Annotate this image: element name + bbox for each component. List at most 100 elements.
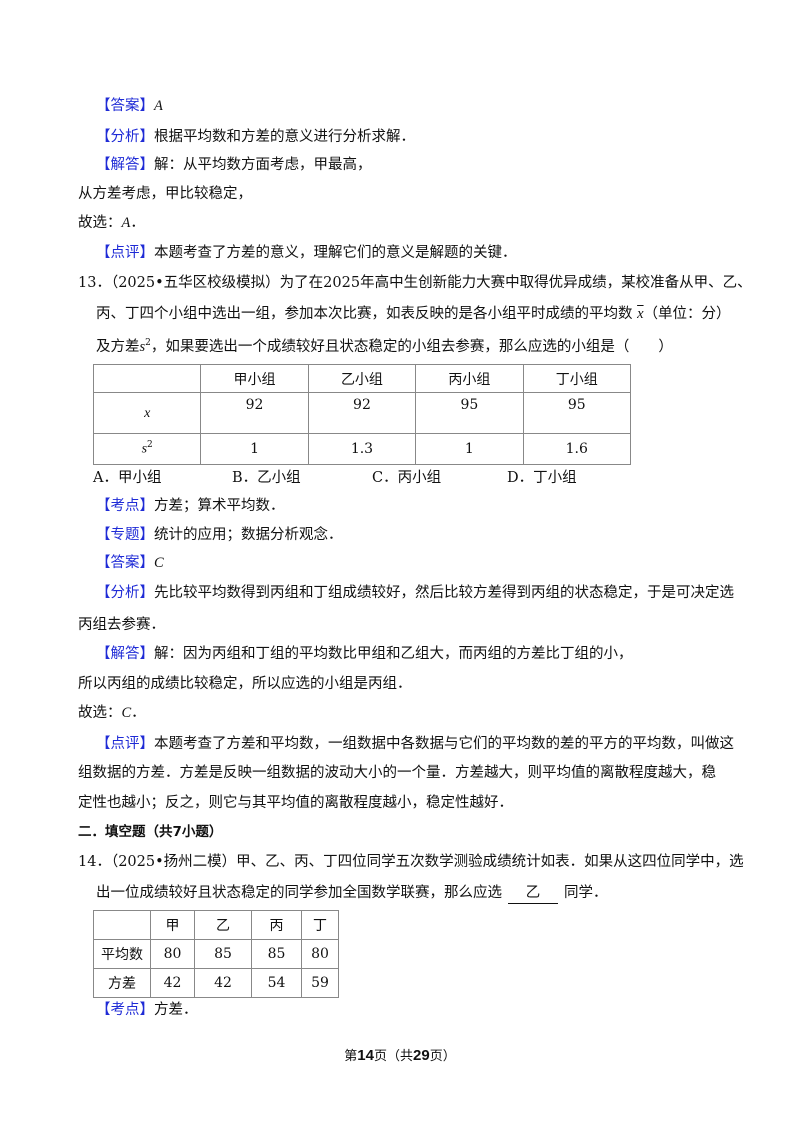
answer-value: C (154, 555, 164, 571)
text: 解：因为丙组和丁组的平均数比甲组和乙组大，而丙组的方差比丁组的小， (154, 646, 633, 662)
cell: 95 (415, 392, 524, 434)
q13-analysis-line: 丙组去参赛． (78, 617, 165, 633)
table-row: 甲小组 乙小组 丙小组 丁小组 (92, 364, 632, 393)
text: 统计的应用；数据分析观念． (154, 527, 343, 543)
option-b: B．乙小组 (232, 470, 301, 486)
page-total: 29 (413, 1047, 430, 1064)
choice: C (121, 705, 132, 721)
cell: 80 (150, 939, 195, 969)
label: 【解答】 (96, 646, 154, 662)
q13-comment-line: 组数据的方差．方差是反映一组数据的波动大小的一个量．方差越大，则平均值的离散程度… (78, 765, 716, 781)
option-d: D．丁小组 (507, 470, 577, 486)
text: 本题考查了方差的意义，理解它们的意义是解题的关键． (154, 245, 517, 261)
sup: 2 (147, 440, 153, 451)
xbar: x (637, 306, 644, 322)
cell: x (92, 392, 202, 434)
cell: 丁小组 (522, 364, 632, 393)
text: 第 (344, 1049, 358, 1064)
text: 为了在2025年高中生创新能力大赛中取得优异成绩，某校准备从甲、乙、 (279, 275, 752, 291)
cell: 乙小组 (307, 364, 417, 393)
text: 故选： (78, 705, 122, 721)
cell: 92 (200, 392, 309, 434)
text: （单位：分） (643, 306, 731, 322)
q13-stem-2: 丙、丁四个小组中选出一组，参加本次比赛，如表反映的是各小组平时成绩的平均数 x（… (96, 304, 731, 324)
table-row: 平均数 80 85 85 80 (93, 939, 339, 969)
cell: 平均数 (93, 939, 151, 969)
label: 【答案】 (96, 98, 154, 114)
s: s (141, 441, 148, 457)
text: 出一位成绩较好且状态稳定的同学参加全国数学联赛，那么应选 (96, 885, 502, 901)
label: 【答案】 (96, 555, 154, 571)
q-number: 14． (78, 854, 111, 870)
text: 先比较平均数得到丙组和丁组成绩较好，然后比较方差得到丙组的状态稳定，于是可决定选 (154, 585, 734, 601)
option-a: A．甲小组 (93, 470, 162, 486)
text: 方差． (154, 1002, 198, 1018)
label: 【点评】 (96, 736, 154, 752)
cell: 54 (251, 968, 302, 998)
cell: 95 (522, 392, 632, 434)
s: s (139, 338, 146, 355)
cell: 甲小组 (200, 364, 309, 393)
text: ，如果要选出一个成绩较好且状态稳定的小组去参赛，那么应选的小组是（ ） (150, 338, 673, 355)
q14-stem-2: 出一位成绩较好且状态稳定的同学参加全国数学联赛，那么应选乙同学． (96, 883, 608, 904)
q14-table: 甲乙丙丁 平均数 80 85 85 80 方差 42 42 54 59 (93, 910, 339, 998)
cell: 85 (194, 939, 252, 969)
text: 故选： (78, 215, 122, 231)
q12-solution-line: 从方差考虑，甲比较稳定， (78, 186, 252, 202)
xbar: x (144, 405, 151, 421)
cell: 80 (301, 939, 339, 969)
cell: 59 (301, 968, 339, 998)
cell: 1 (200, 433, 309, 465)
q-number: 13． (78, 275, 111, 291)
source: （2025•五华区校级模拟） (110, 275, 280, 291)
cell: 丙 (251, 910, 302, 940)
answer-value: A (154, 98, 163, 114)
q13-table: 甲小组 乙小组 丙小组 丁小组 x 92 92 95 95 s2 1 1.3 1 1.6 (92, 364, 632, 465)
text: 解：从平均数方面考虑，甲最高， (154, 157, 372, 173)
q13-stem-1: 13．（2025•五华区校级模拟）为了在2025年高中生创新能力大赛中取得优异成… (78, 273, 752, 293)
text: 同学． (564, 885, 608, 901)
cell: 1.6 (522, 433, 632, 465)
cell: 甲 (150, 910, 195, 940)
page-number: 14 (357, 1047, 374, 1064)
cell: s2 (92, 433, 202, 465)
q13-solution: 【解答】解：因为丙组和丁组的平均数比甲组和乙组大，而丙组的方差比丁组的小， (96, 644, 633, 664)
text: 丙、丁四个小组中选出一组，参加本次比赛，如表反映的是各小组平时成绩的平均数 (96, 306, 633, 322)
table-row: 甲乙丙丁 (93, 910, 339, 940)
cell: 1.3 (307, 433, 417, 465)
choice: A (121, 215, 131, 231)
cell: 1 (415, 433, 524, 465)
q12-answer: 【答案】A (96, 96, 163, 116)
q12-solution: 【解答】解：从平均数方面考虑，甲最高， (96, 155, 372, 175)
text: 页） (429, 1049, 456, 1064)
q13-comment: 【点评】本题考查了方差和平均数，一组数据中各数据与它们的平均数的差的平方的平均数… (96, 734, 734, 754)
label: 【点评】 (96, 245, 154, 261)
label: 【分析】 (96, 585, 154, 601)
q13-answer: 【答案】C (96, 553, 164, 573)
q13-choice: 故选：C． (78, 705, 146, 721)
page-footer: 第14页（共29页） (0, 1045, 800, 1064)
q13-topic: 【专题】统计的应用；数据分析观念． (96, 525, 343, 545)
cell: 42 (194, 968, 252, 998)
text: 及方差 (96, 338, 140, 355)
cell: 42 (150, 968, 195, 998)
table-row: x 92 92 95 95 (92, 392, 632, 434)
q14-point: 【考点】方差． (96, 1000, 198, 1020)
cell: 方差 (93, 968, 151, 998)
q12-choice: 故选：A． (78, 215, 145, 231)
cell: 85 (251, 939, 302, 969)
source: （2025•扬州二模） (110, 854, 237, 870)
q13-solution-line: 所以丙组的成绩比较稳定，所以应选的小组是丙组． (78, 676, 412, 692)
q14-stem-1: 14．（2025•扬州二模）甲、乙、丙、丁四位同学五次数学测验成绩统计如表．如果… (78, 852, 744, 872)
text: 本题考查了方差和平均数，一组数据中各数据与它们的平均数的差的平方的平均数，叫做这 (154, 736, 734, 752)
q12-comment: 【点评】本题考查了方差的意义，理解它们的意义是解题的关键． (96, 243, 517, 263)
label: 【专题】 (96, 527, 154, 543)
text: 甲、乙、丙、丁四位同学五次数学测验成绩统计如表．如果从这四位同学中，选 (236, 854, 744, 870)
cell: 丙小组 (415, 364, 524, 393)
label: 【考点】 (96, 1002, 154, 1018)
section-heading: 二．填空题（共7小题） (78, 824, 223, 840)
table-row: s2 1 1.3 1 1.6 (92, 433, 632, 465)
sup: 2 (145, 338, 151, 348)
cell: 92 (307, 392, 417, 434)
label: 【考点】 (96, 498, 154, 514)
